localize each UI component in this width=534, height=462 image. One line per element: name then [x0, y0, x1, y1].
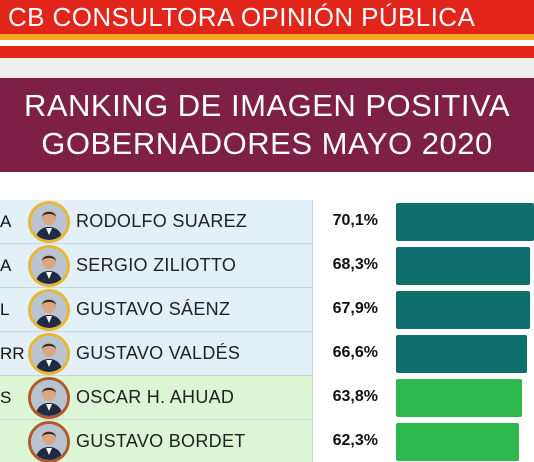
gray-gap: [0, 58, 534, 78]
province-abbrev: A: [0, 212, 12, 231]
table-row: S OSCAR H. AHUAD 63,8%: [0, 376, 534, 420]
percent-label: 70,1%: [332, 212, 378, 229]
brand-name: CB CONSULTORA OPINIÓN PÚBLICA: [8, 2, 476, 32]
percent-label: 62,3%: [332, 432, 378, 449]
person-portrait-icon: [28, 201, 70, 243]
title-box: [0, 78, 534, 172]
row-divider: [0, 331, 312, 332]
governor-name: OSCAR H. AHUAD: [76, 387, 235, 407]
percent-label: 68,3%: [332, 256, 378, 273]
row-divider: [0, 287, 312, 288]
percent-cell: 63,8%: [312, 376, 392, 420]
table-row: L GUSTAVO SÁENZ 67,9%: [0, 288, 534, 332]
person-portrait-icon: [28, 377, 70, 419]
bar: [396, 379, 522, 417]
row-divider: [0, 419, 312, 420]
person-portrait-icon: [28, 333, 70, 375]
governor-name: RODOLFO SUAREZ: [76, 211, 248, 231]
separator-band: [0, 172, 534, 200]
person-portrait-icon: [28, 289, 70, 331]
province-abbrev: S: [0, 388, 12, 407]
bar-track: [396, 291, 534, 329]
row-label-cell: RR GUSTAVO VALDÉS: [0, 332, 312, 376]
percent-cell: 68,3%: [312, 244, 392, 288]
row-divider: [0, 375, 312, 376]
governor-name: SERGIO ZILIOTTO: [76, 255, 237, 275]
chart-title-line1: RANKING DE IMAGEN POSITIVA: [23, 88, 511, 123]
row-label-cell: A SERGIO ZILIOTTO: [0, 244, 312, 288]
percent-cell: 67,9%: [312, 288, 392, 332]
row-label-cell: L GUSTAVO SÁENZ: [0, 288, 312, 332]
bar-track: [396, 423, 534, 461]
table-row: GUSTAVO BORDET 62,3%: [0, 420, 534, 462]
row-divider: [0, 243, 312, 244]
bar-track: [396, 379, 534, 417]
bar: [396, 423, 519, 461]
province-abbrev: RR: [0, 344, 25, 363]
chart-title-line2: GOBERNADORES MAYO 2020: [41, 126, 493, 161]
bar: [396, 335, 527, 373]
row-label-cell: A RODOLFO SUAREZ: [0, 200, 312, 244]
percent-label: 63,8%: [332, 388, 378, 405]
percent-label: 66,6%: [332, 344, 378, 361]
table-row: A RODOLFO SUAREZ 70,1%: [0, 200, 534, 244]
bar: [396, 247, 530, 285]
percent-cell: 66,6%: [312, 332, 392, 376]
bar-track: [396, 335, 534, 373]
row-label-cell: S OSCAR H. AHUAD: [0, 376, 312, 420]
top-banner: CB CONSULTORA OPINIÓN PÚBLICA: [0, 0, 534, 40]
row-label-cell: GUSTAVO BORDET: [0, 420, 312, 462]
governor-name: GUSTAVO BORDET: [76, 431, 246, 451]
percent-cell: 70,1%: [312, 200, 392, 244]
bar-track: [396, 247, 534, 285]
ranking-table: A RODOLFO SUAREZ 70,1% A SERGIO ZILIOTTO 68,3…: [0, 200, 534, 462]
province-abbrev: L: [0, 300, 10, 319]
stripe-band: [0, 46, 534, 58]
person-portrait-icon: [28, 245, 70, 287]
person-portrait-icon: [28, 421, 70, 462]
province-abbrev: A: [0, 256, 12, 275]
governor-name: GUSTAVO VALDÉS: [76, 343, 241, 363]
percent-cell: 62,3%: [312, 420, 392, 462]
percent-label: 67,9%: [332, 300, 378, 317]
governor-name: GUSTAVO SÁENZ: [76, 299, 231, 319]
bar-track: [396, 203, 534, 241]
bar: [396, 291, 530, 329]
bar: [396, 203, 534, 241]
table-row: A SERGIO ZILIOTTO 68,3%: [0, 244, 534, 288]
table-row: RR GUSTAVO VALDÉS 66,6%: [0, 332, 534, 376]
